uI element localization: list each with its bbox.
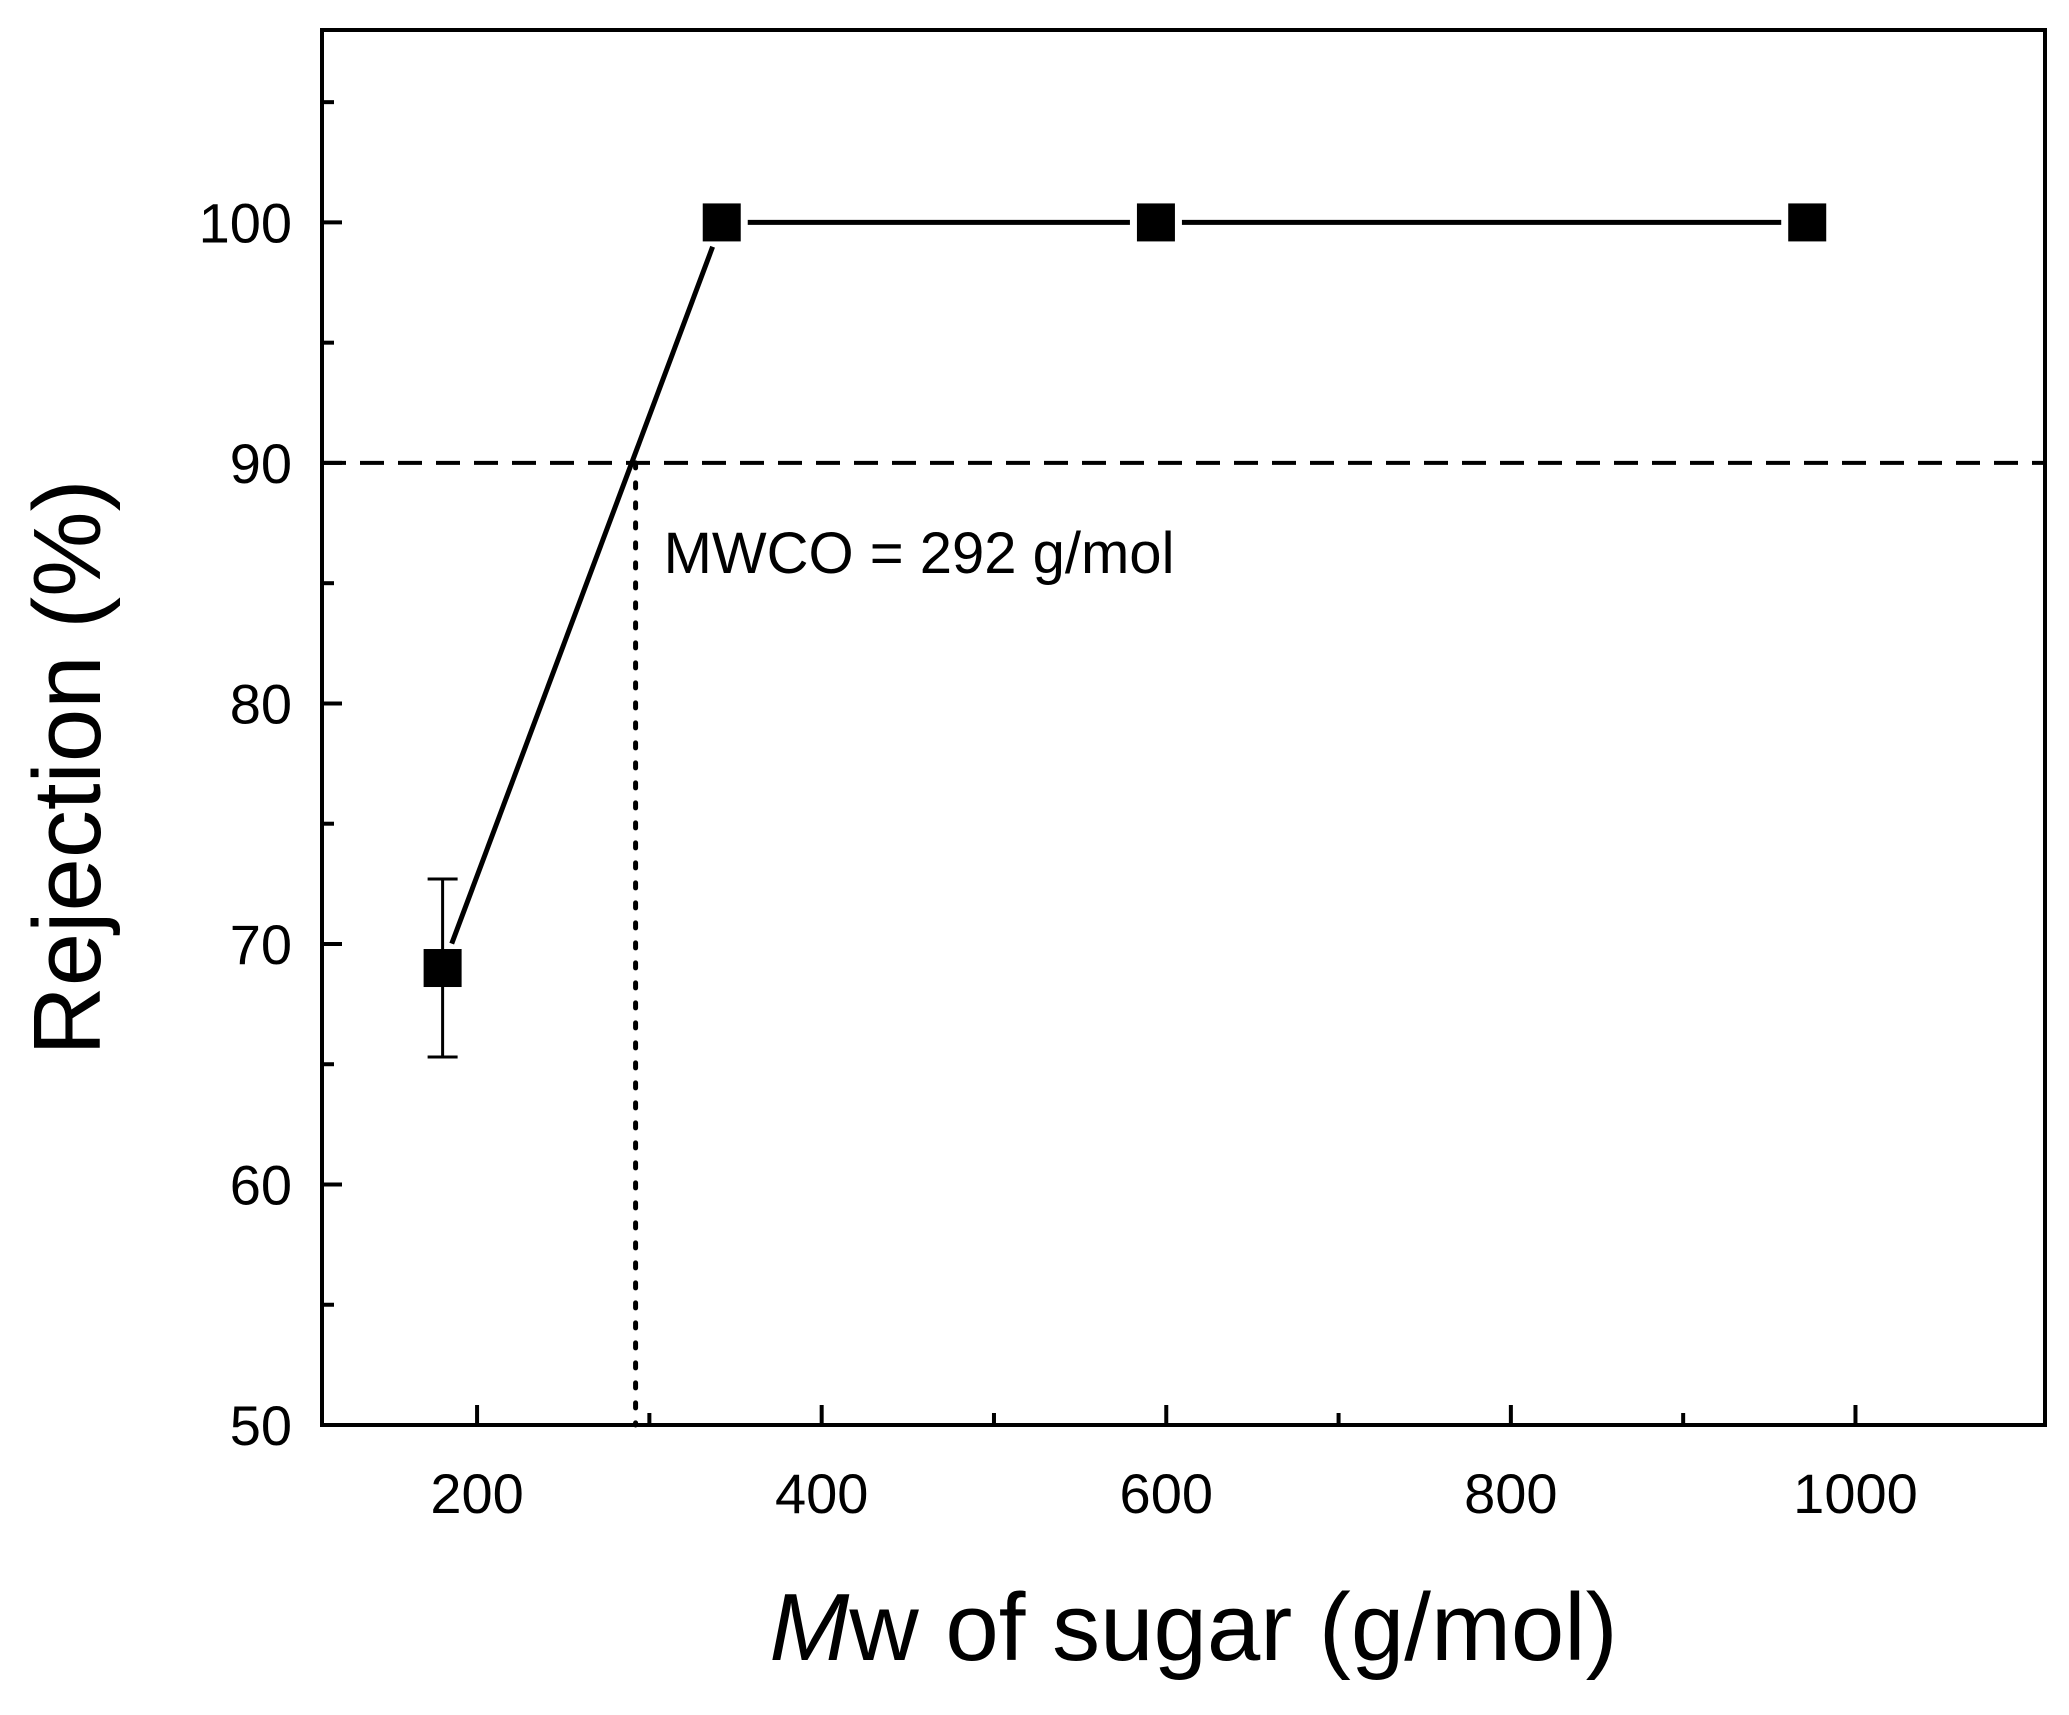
series-line-segment — [449, 245, 715, 945]
data-point — [1788, 203, 1827, 242]
y-tick-label: 80 — [230, 672, 292, 735]
marks-layer — [423, 203, 1827, 1059]
data-point — [702, 203, 741, 242]
x-axis-title-italic: M — [769, 1574, 849, 1681]
y-tick-label: 50 — [230, 1394, 292, 1457]
lines-layer — [322, 219, 2045, 1428]
x-axis-title-rest: w of sugar (g/mol) — [848, 1574, 1617, 1681]
x-tick-label: 200 — [430, 1462, 523, 1525]
x-tick-label: 800 — [1464, 1462, 1557, 1525]
mwco-annotation: MWCO = 292 g/mol — [664, 521, 1175, 586]
x-tick-label: 400 — [775, 1462, 868, 1525]
x-tick-label: 600 — [1120, 1462, 1213, 1525]
y-axis-title: Rejection (%) — [14, 479, 121, 1055]
y-tick-label: 90 — [230, 432, 292, 495]
x-tick-label: 1000 — [1793, 1462, 1918, 1525]
data-point — [423, 949, 462, 988]
y-tick-label: 100 — [199, 191, 292, 254]
plot-frame — [320, 28, 2047, 1427]
data-point — [1136, 203, 1175, 242]
y-tick-label: 60 — [230, 1153, 292, 1216]
ticks-layer: 200 400 600 800 1000 50 60 70 80 90 100 — [199, 100, 1918, 1525]
y-tick-label: 70 — [230, 913, 292, 976]
x-axis-title: Mw of sugar (g/mol) — [769, 1574, 1617, 1681]
